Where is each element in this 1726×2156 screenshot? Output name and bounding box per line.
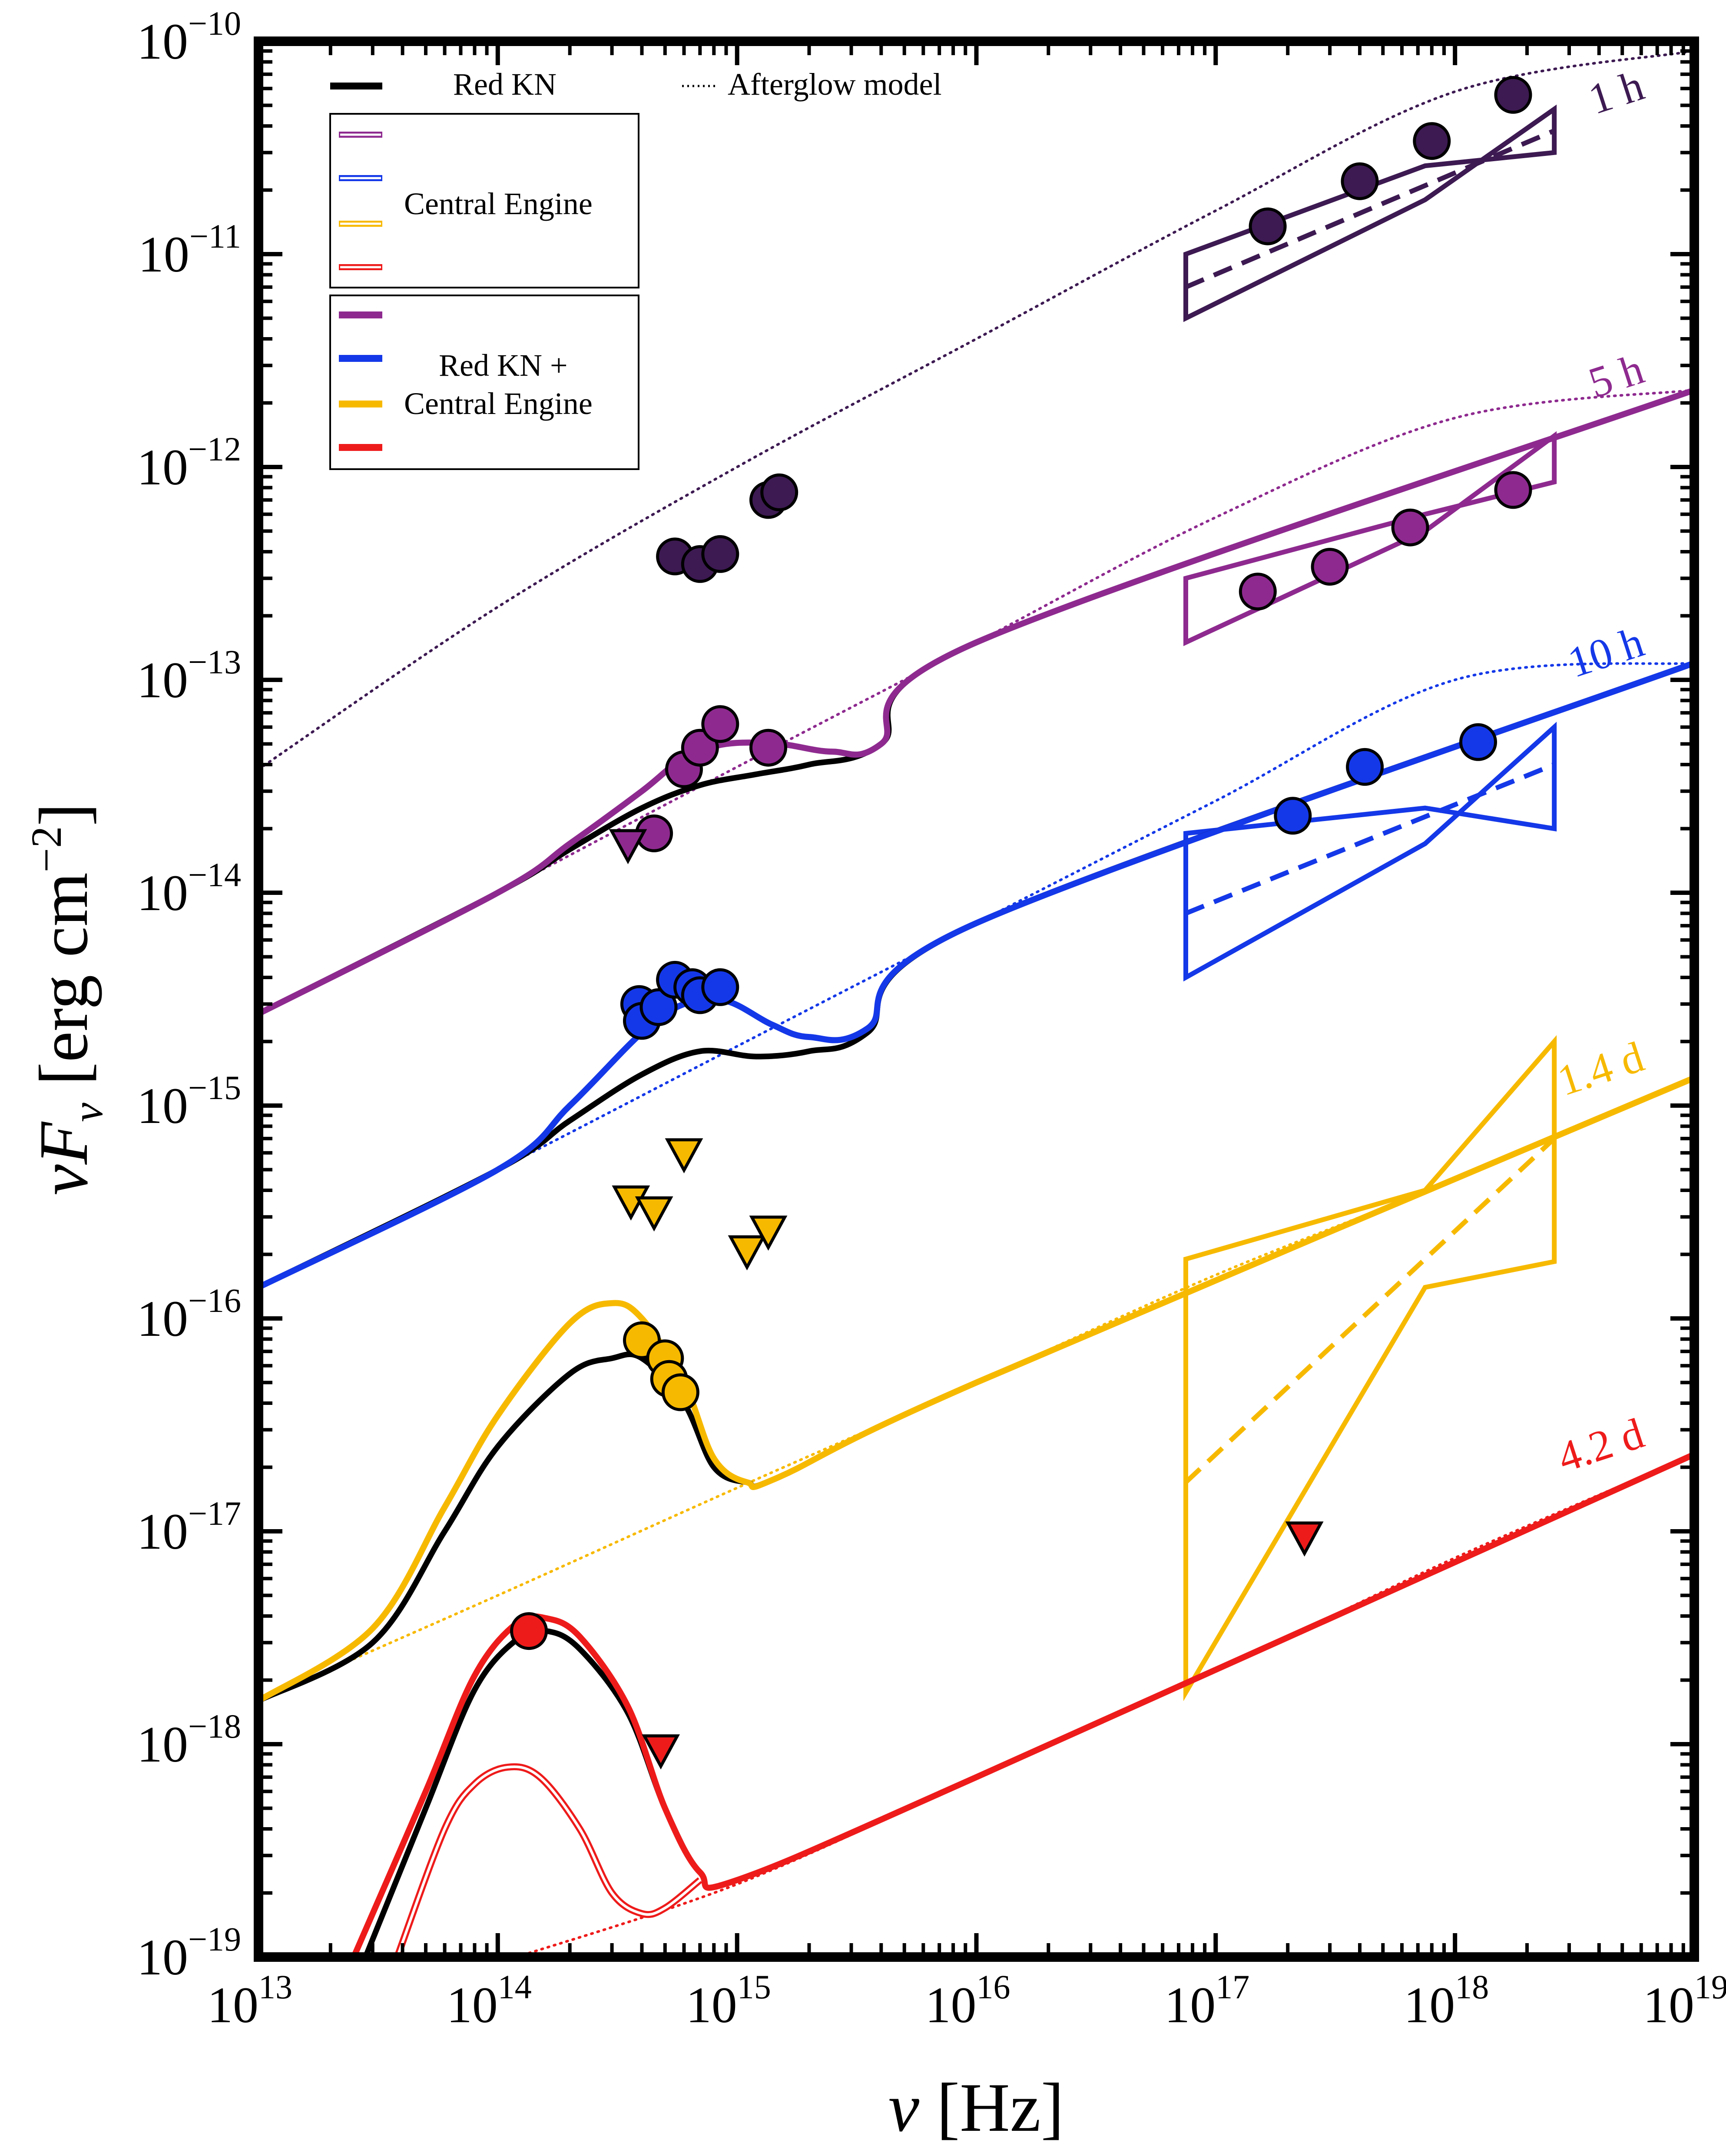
- y-tick-label-2: 10−17: [137, 1494, 241, 1560]
- legend-combined-box: [329, 295, 639, 470]
- x-tick-label-5: 1018: [1404, 1968, 1489, 2033]
- data-point-1-h-7: [1413, 122, 1451, 160]
- data-point-4-2-d-0: [510, 1612, 548, 1650]
- data-point-5-h-7: [1391, 508, 1429, 546]
- data-point-5-h-4: [749, 729, 787, 767]
- data-point-5-h-6: [1311, 548, 1349, 586]
- data-point-1-h-4: [760, 473, 798, 511]
- data-point-1-h-6: [1341, 162, 1379, 200]
- data-point-5-h-5: [1239, 573, 1277, 611]
- x-tick-label-3: 1016: [925, 1968, 1010, 2033]
- xray-bestfit-1-h: [1185, 128, 1555, 289]
- x-axis-label-unit: [Hz]: [937, 2069, 1064, 2146]
- data-points-layer: [510, 76, 1532, 1770]
- combined-4-2-d: [351, 1451, 1694, 1957]
- upper-limit-4-2-d-0: [642, 1734, 680, 1770]
- data-point-1-4-d-3: [661, 1373, 699, 1411]
- legend-central-engine-label: Central Engine: [404, 186, 593, 221]
- data-point-1-h-5: [1249, 207, 1287, 245]
- x-tick-label-2: 1015: [686, 1968, 771, 2033]
- upper-limit-5-h-0: [609, 829, 647, 864]
- y-tick-label-0: 10−19: [137, 1920, 241, 1986]
- x-tick-label-0: 1013: [207, 1968, 292, 2033]
- y-tick-label-3: 10−16: [137, 1282, 241, 1347]
- axis-ticks: [256, 41, 1694, 1959]
- data-point-10-h-9: [1459, 723, 1497, 761]
- central-engine-inner-4-2-d: [396, 1765, 701, 1957]
- data-point-10-h-8: [1346, 748, 1384, 786]
- y-tick-label-9: 10−10: [137, 4, 241, 70]
- upper-limit-1-4-d-1: [635, 1196, 673, 1232]
- data-point-10-h-2: [639, 988, 678, 1026]
- x-tick-label-6: 1019: [1643, 1968, 1726, 2033]
- xray-bowtie-1-h: [1183, 104, 1557, 322]
- upper-limit-1-4-d-4: [749, 1215, 788, 1251]
- upper-limit-1-4-d-2: [665, 1138, 703, 1174]
- afterglow-4-2-d: [515, 1453, 1694, 1957]
- x-tick-label-1: 1014: [447, 1968, 532, 2033]
- xray-bestfit-10-h: [1185, 762, 1555, 916]
- legend-combined-label-line2: Central Engine: [404, 386, 593, 421]
- y-tick-label-6: 10−13: [137, 643, 241, 709]
- legend-central-engine-swatches: [339, 132, 382, 270]
- legend-combined-label-line1: Red KN +: [439, 348, 568, 383]
- legend-red-kn-label: Red KN: [453, 67, 557, 102]
- data-point-1-h-8: [1494, 76, 1532, 114]
- combined-10-h: [258, 660, 1694, 1290]
- y-tick-label-8: 10−11: [138, 217, 241, 283]
- data-point-5-h-8: [1494, 471, 1532, 509]
- x-tick-label-4: 1017: [1164, 1968, 1249, 2033]
- data-point-10-h-7: [1274, 797, 1312, 835]
- y-tick-label-5: 10−14: [137, 856, 241, 921]
- data-point-10-h-6: [701, 968, 739, 1006]
- legend-central-engine-box: [329, 113, 639, 288]
- upper-limit-1-4-d-3: [728, 1235, 766, 1271]
- y-tick-label-1: 10−18: [137, 1707, 241, 1773]
- legend-combined-swatches: [339, 311, 382, 451]
- x-axis-label: ν [Hz]: [888, 2069, 1064, 2146]
- xray-bestfit-1-4-d: [1184, 1136, 1556, 1484]
- legend: Red KN Afterglow model Central Engine Re…: [329, 67, 942, 470]
- x-axis-label-symbol: ν: [888, 2069, 920, 2146]
- data-point-5-h-3: [701, 705, 739, 743]
- y-tick-label-7: 10−12: [137, 430, 241, 496]
- legend-afterglow-label: Afterglow model: [728, 67, 942, 102]
- axis-tick-labels: 1013 1014 1015 1016 1017 1018 1019 10−19 10−18 10…: [137, 4, 1726, 2033]
- data-point-5-h-2: [681, 729, 719, 767]
- y-axis-label: νFν [erg cm−2]: [22, 803, 112, 1196]
- afterglow-1-h: [258, 50, 1694, 771]
- upper-limit-4-2-d-1: [1285, 1521, 1324, 1557]
- data-point-1-h-2: [701, 535, 739, 573]
- y-tick-label-4: 10−15: [137, 1069, 241, 1134]
- xray-bowtie-10-h: [1183, 722, 1557, 982]
